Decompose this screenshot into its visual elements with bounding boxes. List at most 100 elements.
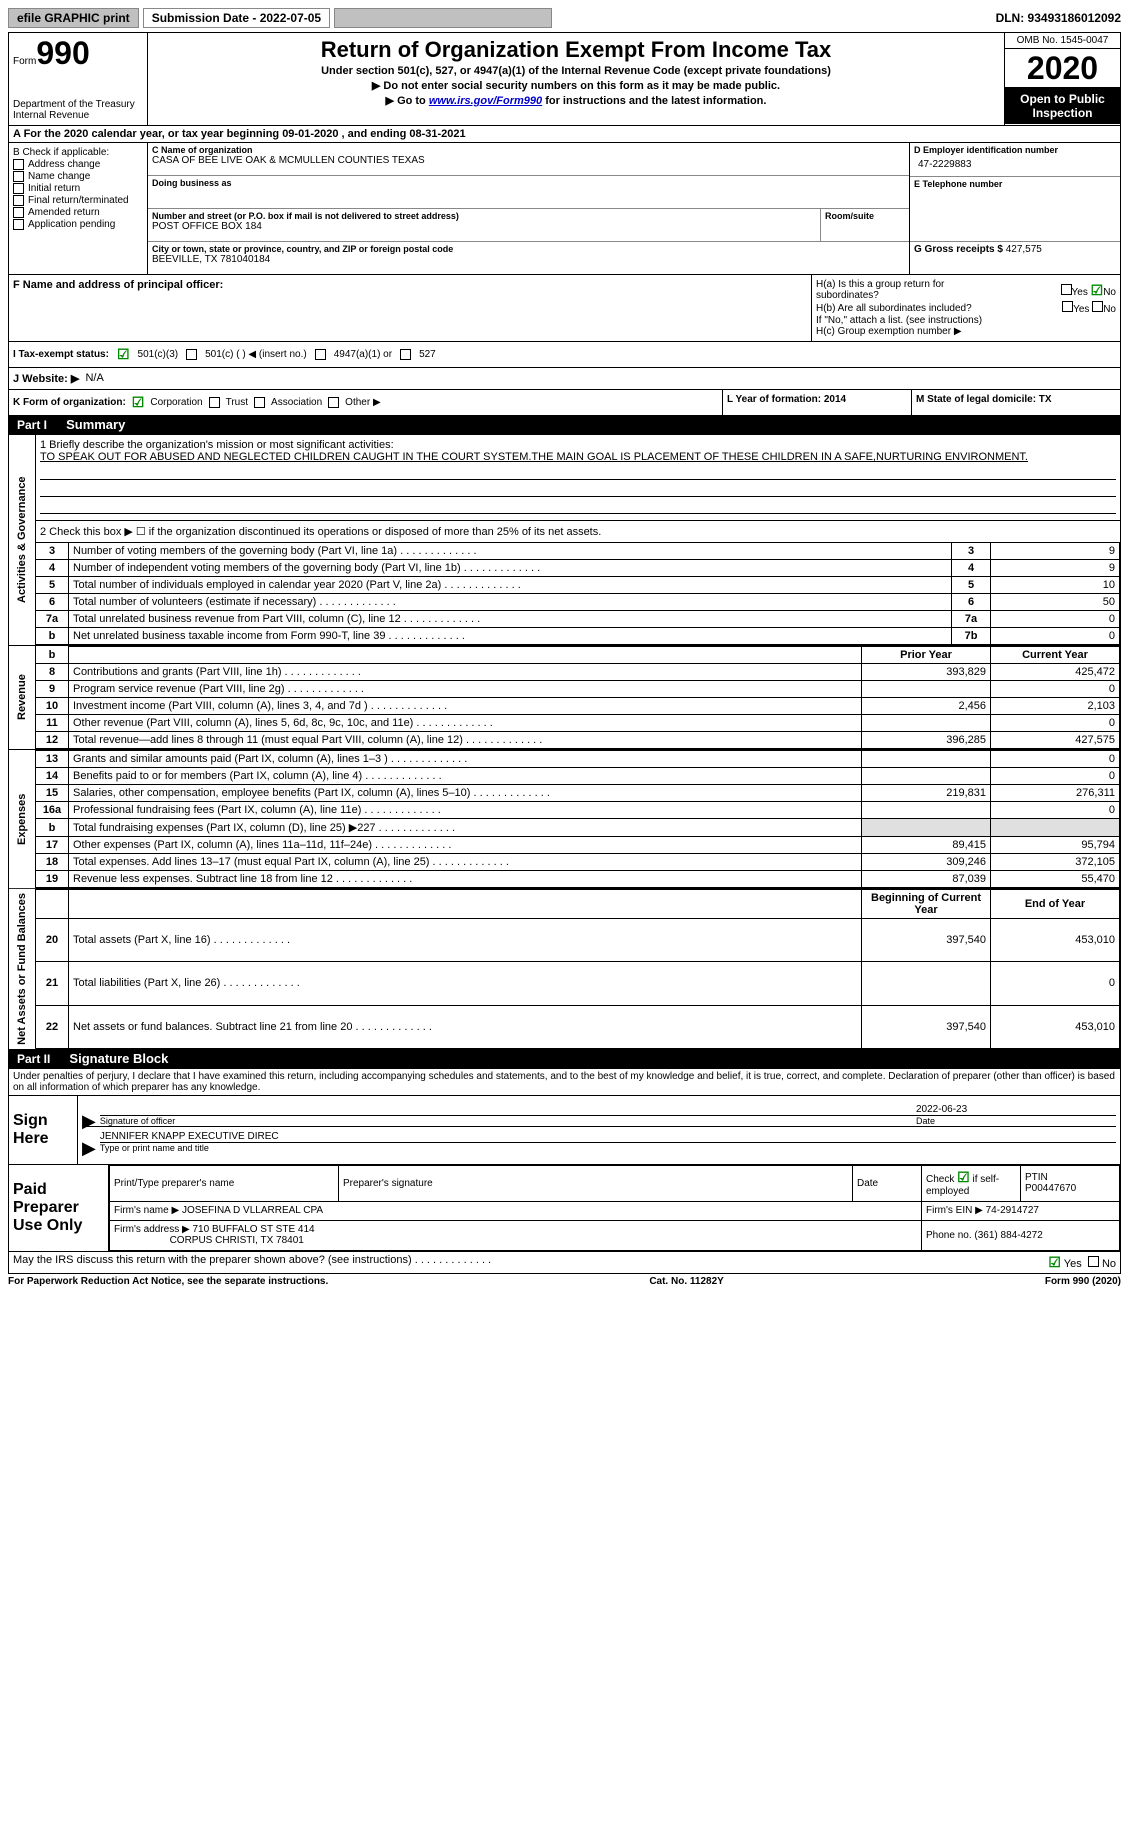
form-title: Return of Organization Exempt From Incom… — [156, 37, 996, 63]
room-label: Room/suite — [825, 211, 905, 221]
firm-ein: 74-2914727 — [986, 1205, 1039, 1216]
line-desc: Contributions and grants (Part VIII, lin… — [69, 664, 862, 681]
firm-ein-label: Firm's EIN ▶ — [926, 1205, 983, 1216]
discuss-label: May the IRS discuss this return with the… — [13, 1254, 412, 1266]
prior-val — [862, 819, 991, 837]
line-num: 21 — [36, 962, 69, 1005]
line-desc: Investment income (Part VIII, column (A)… — [69, 698, 862, 715]
line-num: 10 — [36, 698, 69, 715]
row-fh: F Name and address of principal officer:… — [8, 275, 1121, 342]
prep-phone: (361) 884-4272 — [974, 1230, 1042, 1241]
submission-date: Submission Date - 2022-07-05 — [143, 8, 330, 28]
c-name-label: C Name of organization — [152, 145, 905, 155]
line-num: 8 — [36, 664, 69, 681]
note-pre: ▶ Go to — [386, 95, 429, 107]
col-end: End of Year — [991, 890, 1120, 919]
preparer-table: Print/Type preparer's name Preparer's si… — [109, 1165, 1120, 1251]
line-box: 7a — [952, 611, 991, 628]
lbl-amended: Amended return — [28, 207, 100, 218]
form-header: Form990 Department of the Treasury Inter… — [8, 32, 1121, 126]
line-desc: Total fundraising expenses (Part IX, col… — [69, 819, 862, 837]
curr-val: 0 — [991, 962, 1120, 1005]
prior-val: 397,540 — [862, 919, 991, 962]
chk-pending[interactable] — [13, 219, 24, 230]
section-l: L Year of formation: 2014 — [722, 390, 911, 415]
hb-yes[interactable] — [1062, 301, 1073, 312]
curr-val: 0 — [991, 751, 1120, 768]
col-begin: Beginning of Current Year — [862, 890, 991, 919]
firm-addr-label: Firm's address ▶ — [114, 1224, 190, 1235]
prior-val — [862, 751, 991, 768]
dln: DLN: 93493186012092 — [996, 11, 1121, 25]
section-k: K Form of organization: ☑Corporation Tru… — [9, 390, 722, 415]
org-city: BEEVILLE, TX 781040184 — [152, 254, 905, 265]
prior-val: 219,831 — [862, 785, 991, 802]
note-post: for instructions and the latest informat… — [542, 95, 766, 107]
curr-val: 0 — [991, 715, 1120, 732]
prior-val: 397,540 — [862, 1005, 991, 1048]
chk-amended[interactable] — [13, 207, 24, 218]
line-val: 50 — [991, 594, 1120, 611]
chk-trust[interactable] — [209, 397, 220, 408]
sign-here-block: Sign Here ▶ Signature of officer 2022-06… — [8, 1096, 1121, 1165]
discuss-yes: Yes — [1064, 1258, 1082, 1270]
line-desc: Total expenses. Add lines 13–17 (must eq… — [69, 854, 862, 871]
entity-block: B Check if applicable: Address change Na… — [8, 143, 1121, 275]
form-prefix: Form — [13, 56, 36, 67]
ha-no-lbl: No — [1103, 287, 1116, 298]
discuss-no: No — [1102, 1258, 1116, 1270]
irs-link[interactable]: www.irs.gov/Form990 — [429, 95, 542, 107]
curr-val: 453,010 — [991, 1005, 1120, 1048]
website-value: N/A — [85, 372, 103, 385]
footer-right: Form 990 (2020) — [1045, 1276, 1121, 1287]
section-c: C Name of organization CASA OF BEE LIVE … — [148, 143, 909, 274]
chk-4947[interactable] — [315, 349, 326, 360]
part2-header: Part II — [9, 1050, 58, 1068]
line-box: 4 — [952, 560, 991, 577]
prep-date-label: Date — [853, 1165, 922, 1201]
chk-assoc[interactable] — [254, 397, 265, 408]
line-num: 17 — [36, 837, 69, 854]
prep-sig-label: Preparer's signature — [338, 1165, 852, 1201]
footer-left: For Paperwork Reduction Act Notice, see … — [8, 1276, 328, 1287]
j-label: J Website: ▶ — [13, 372, 79, 385]
prior-val: 396,285 — [862, 732, 991, 749]
line-num: 18 — [36, 854, 69, 871]
line1-label: 1 Briefly describe the organization's mi… — [40, 439, 1116, 451]
table-expenses: 13Grants and similar amounts paid (Part … — [36, 750, 1120, 888]
chk-501c[interactable] — [186, 349, 197, 360]
line-val: 0 — [991, 628, 1120, 645]
sig-officer-label: Signature of officer — [100, 1115, 916, 1126]
chk-initial[interactable] — [13, 183, 24, 194]
efile-button[interactable]: efile GRAPHIC print — [8, 8, 139, 28]
receipts-label: G Gross receipts $ — [914, 244, 1003, 255]
hb-no[interactable] — [1092, 301, 1103, 312]
firm-name-label: Firm's name ▶ — [114, 1205, 179, 1216]
row-a-tax-year: A For the 2020 calendar year, or tax yea… — [8, 126, 1121, 143]
discuss-no-chk[interactable] — [1088, 1256, 1099, 1267]
chk-final[interactable] — [13, 195, 24, 206]
chk-527[interactable] — [400, 349, 411, 360]
opt-corp: Corporation — [150, 397, 202, 408]
ha-yes[interactable] — [1061, 284, 1072, 295]
curr-val: 0 — [991, 768, 1120, 785]
org-name: CASA OF BEE LIVE OAK & MCMULLEN COUNTIES… — [152, 155, 905, 166]
ein-label: D Employer identification number — [914, 145, 1116, 155]
section-d: D Employer identification number 47-2229… — [909, 143, 1120, 274]
line-num: 5 — [36, 577, 69, 594]
line-box: 6 — [952, 594, 991, 611]
line-num: 14 — [36, 768, 69, 785]
ptin-label: PTIN — [1025, 1172, 1115, 1183]
opt-trust: Trust — [226, 397, 248, 408]
chk-name[interactable] — [13, 171, 24, 182]
line-desc: Total assets (Part X, line 16) — [69, 919, 862, 962]
chk-other[interactable] — [328, 397, 339, 408]
tab-activities: Activities & Governance — [9, 435, 36, 645]
line-box: 7b — [952, 628, 991, 645]
curr-val: 0 — [991, 681, 1120, 698]
line-desc: Net assets or fund balances. Subtract li… — [69, 1005, 862, 1048]
form-number: 990 — [36, 35, 89, 71]
opt-4947: 4947(a)(1) or — [334, 349, 392, 360]
chk-address[interactable] — [13, 159, 24, 170]
curr-val — [991, 819, 1120, 837]
